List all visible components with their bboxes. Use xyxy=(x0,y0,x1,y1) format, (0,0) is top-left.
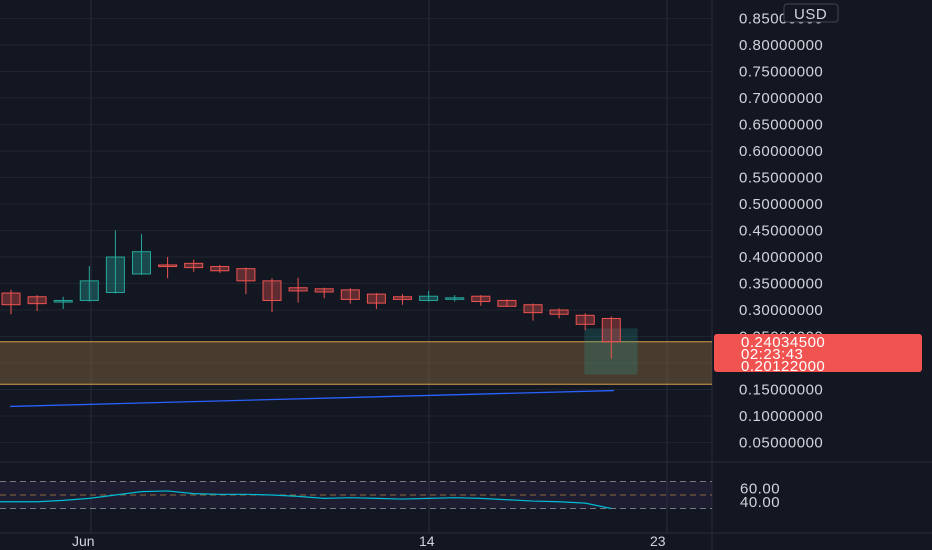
rsi-tick-label: 60.00 xyxy=(740,480,780,497)
candle-body[interactable] xyxy=(288,287,308,292)
candle-body[interactable] xyxy=(158,264,178,268)
price-tick-label: 0.45000000 xyxy=(739,223,823,240)
price-tick-label: 0.50000000 xyxy=(739,196,823,213)
currency-badge[interactable] xyxy=(783,3,839,23)
candle-body[interactable] xyxy=(601,317,621,343)
support-zone xyxy=(0,341,712,385)
candle-body[interactable] xyxy=(497,299,517,307)
price-tick-label: 0.40000000 xyxy=(739,249,823,266)
candle-body[interactable] xyxy=(236,268,256,282)
price-tick-label: 0.55000000 xyxy=(739,170,823,187)
candle-body[interactable] xyxy=(523,304,543,314)
candle-body[interactable] xyxy=(1,292,21,306)
candle-body[interactable] xyxy=(549,309,569,315)
candle-body[interactable] xyxy=(184,262,204,269)
date-tick-label: Jun xyxy=(72,533,95,549)
last-price-label: 0.24034500 xyxy=(741,334,825,351)
candle-body[interactable] xyxy=(314,288,334,293)
price-tick-label: 0.15000000 xyxy=(739,382,823,399)
candle-body[interactable] xyxy=(366,293,386,304)
candle-body[interactable] xyxy=(393,296,412,300)
date-tick-label: 23 xyxy=(650,533,666,549)
price-tick-label: 0.60000000 xyxy=(739,143,823,160)
candle-body[interactable] xyxy=(419,295,439,301)
candle-body[interactable] xyxy=(340,289,360,300)
price-tick-label: 0.65000000 xyxy=(739,117,823,134)
last-price-tag xyxy=(714,334,922,372)
price-tick-label: 0.80000000 xyxy=(739,37,823,54)
rsi-line xyxy=(0,490,612,510)
price-tick-label: 0.70000000 xyxy=(739,90,823,107)
candle-body[interactable] xyxy=(575,314,595,325)
candle-body[interactable] xyxy=(53,299,73,303)
candle-body[interactable] xyxy=(105,256,125,294)
price-tick-label: 0.10000000 xyxy=(739,408,823,425)
price-tick-label: 0.05000000 xyxy=(739,435,823,452)
date-tick-label: 14 xyxy=(419,533,435,549)
second-price-label: 0.20122000 xyxy=(741,358,825,375)
candle-body[interactable] xyxy=(262,280,282,301)
rsi-tick-label: 40.00 xyxy=(740,494,780,511)
candle-body[interactable] xyxy=(445,297,465,300)
candle-body[interactable] xyxy=(210,266,230,272)
candle-body[interactable] xyxy=(79,280,99,301)
price-tick-label: 0.30000000 xyxy=(739,302,823,319)
price-tick-label: 0.35000000 xyxy=(739,276,823,293)
currency-label: USD xyxy=(794,6,827,23)
countdown-label: 02:23:43 xyxy=(741,346,803,363)
candle-body[interactable] xyxy=(27,296,47,305)
candle-body[interactable] xyxy=(471,295,491,303)
moving-average-line xyxy=(9,389,615,408)
candle-body[interactable] xyxy=(132,251,151,275)
price-tick-label: 0.75000000 xyxy=(739,64,823,81)
